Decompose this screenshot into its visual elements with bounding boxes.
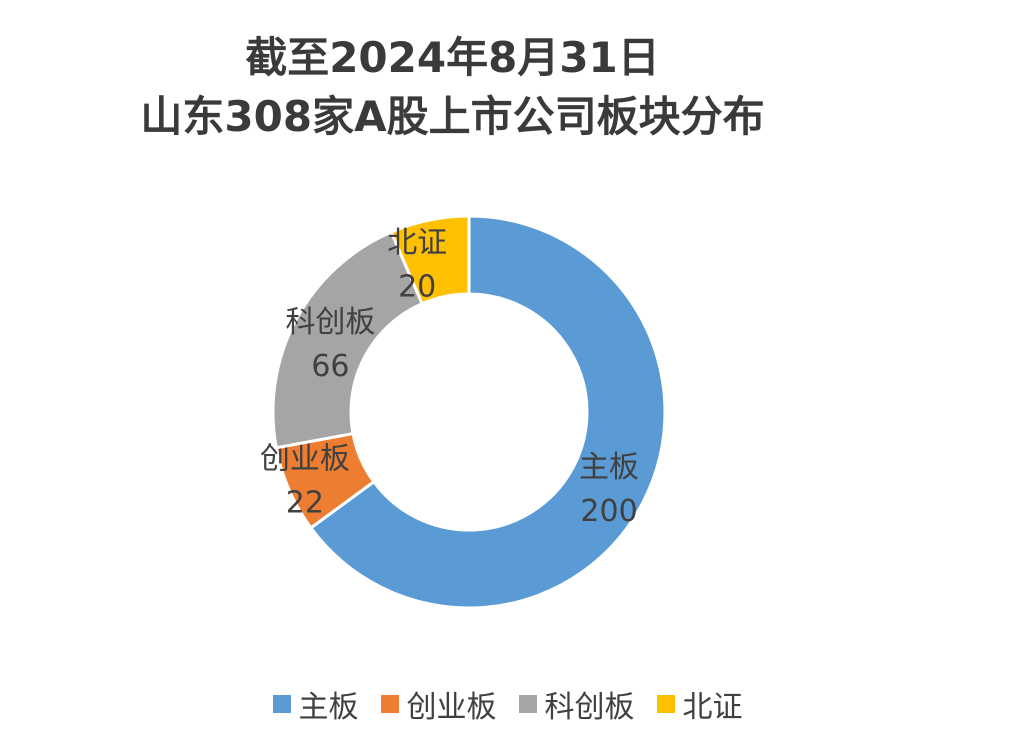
legend-item-1: 创业板: [380, 682, 497, 726]
slice-label-2: 科创板 66: [285, 305, 375, 384]
chart-title-line-2: 山东308家A股上市公司板块分布: [140, 92, 765, 141]
slice-label-name-0: 主板: [579, 450, 639, 485]
legend-swatch-1: [380, 695, 399, 713]
slice-label-3: 北证 20: [387, 225, 447, 304]
legend-swatch-2: [518, 695, 537, 713]
slice-0: [308, 214, 667, 610]
slice-label-value-2: 66: [311, 349, 349, 384]
slice-label-value-0: 200: [580, 494, 637, 529]
slice-2: [271, 230, 425, 450]
slice-label-value-1: 22: [286, 485, 324, 520]
chart-legend: 主板 创业板 科创板 北证: [0, 682, 1015, 726]
slice-label-0: 主板 200: [579, 450, 639, 529]
slice-label-name-3: 北证: [387, 225, 447, 260]
slice-label-name-2: 科创板: [285, 305, 375, 340]
legend-item-2: 科创板: [518, 682, 635, 726]
slice-3: [389, 214, 471, 306]
legend-label-1: 创业板: [406, 690, 497, 725]
legend-label-3: 北证: [682, 690, 743, 725]
slice-label-value-3: 20: [398, 269, 436, 304]
legend-label-0: 主板: [298, 690, 359, 725]
legend-swatch-0: [272, 695, 291, 713]
legend-label-2: 科创板: [544, 690, 635, 725]
legend-swatch-3: [656, 695, 675, 713]
legend-item-0: 主板: [272, 682, 359, 726]
slice-label-name-1: 创业板: [260, 441, 350, 476]
chart-title-line-1: 截至2024年8月31日: [245, 33, 660, 82]
legend-item-3: 北证: [656, 682, 743, 726]
